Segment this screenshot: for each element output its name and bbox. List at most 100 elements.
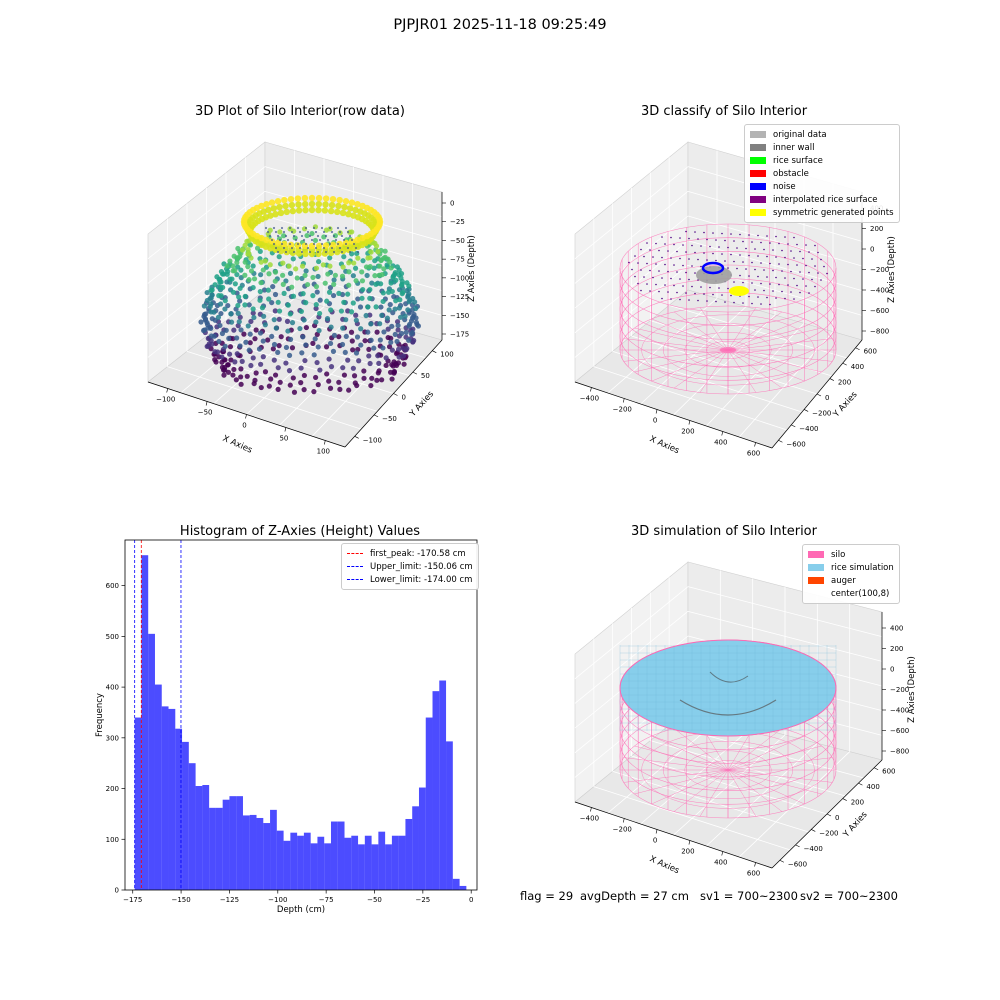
raw-point [226, 351, 233, 357]
raw-point [357, 304, 364, 310]
classify-interpolated-point [724, 239, 726, 242]
raw-point [238, 366, 244, 372]
raw-point [272, 242, 276, 246]
classify-interpolated-point [667, 250, 669, 252]
raw-point [385, 289, 392, 295]
raw-x-tick-label: −50 [198, 409, 213, 417]
classify-interpolated-point [754, 248, 756, 250]
raw-point [302, 272, 308, 279]
classify-interpolated-point [715, 259, 717, 262]
sim-z-tick-label: 200 [890, 645, 903, 653]
raw-point [245, 247, 251, 253]
raw-point [387, 301, 393, 308]
sim-legend-label: center(100,8) [831, 588, 890, 599]
raw-point [314, 230, 318, 234]
raw-point [283, 208, 290, 216]
raw-point [352, 265, 359, 271]
raw-point [222, 306, 228, 312]
classify-interpolated-point [670, 236, 672, 239]
raw-point [326, 289, 333, 295]
raw-point [317, 297, 323, 303]
raw-point [359, 269, 365, 275]
raw-point [326, 238, 330, 242]
raw-point [382, 248, 388, 254]
raw-point [248, 362, 254, 369]
raw-point [277, 229, 283, 235]
raw-y-tick-label: −100 [363, 436, 382, 444]
classify-interpolated-point [769, 242, 771, 244]
raw-point [247, 242, 254, 248]
raw-point [316, 234, 320, 238]
raw-x-tick-label: 100 [317, 448, 330, 456]
raw-point [388, 339, 394, 345]
raw-point [376, 216, 383, 223]
classify-interpolated-point [694, 251, 696, 254]
raw-point [312, 242, 316, 246]
raw-point [298, 308, 304, 315]
classify-interpolated-point [757, 296, 759, 298]
raw-point [303, 342, 309, 348]
classify-interpolated-point [778, 242, 780, 245]
raw-point [237, 285, 243, 291]
sim-y-tick [826, 813, 832, 817]
raw-point [316, 258, 322, 265]
raw-point [315, 194, 323, 202]
sim-y-tick-label: 0 [835, 814, 839, 822]
classify-y-tick-label: 400 [851, 363, 864, 371]
classify-interpolated-point [673, 264, 675, 266]
sim-silo-floor-ring [706, 760, 750, 780]
sim-wall-grid [574, 586, 689, 679]
histogram-bar [364, 835, 372, 890]
raw-point [238, 374, 244, 380]
raw-point [257, 330, 264, 336]
raw-point [340, 325, 346, 331]
raw-point [372, 273, 378, 279]
raw-point [208, 309, 214, 315]
histogram-bar [385, 844, 392, 890]
classify-interpolated-point [721, 294, 723, 296]
sim-silo-floor-spoke [727, 769, 783, 812]
raw-x-tick [245, 414, 247, 419]
raw-point [304, 242, 308, 246]
classify-silo-floor-spoke [673, 311, 729, 351]
histogram-bar [391, 835, 399, 890]
raw-wall-grid [264, 166, 443, 218]
raw-point [293, 266, 299, 272]
raw-point [267, 262, 273, 268]
raw-point [336, 196, 343, 204]
raw-point [272, 308, 278, 314]
status-flag: flag = 29 [520, 889, 574, 903]
raw-point [342, 238, 346, 242]
sim-legend-item: silo [808, 548, 894, 561]
sim-rice-depression-inner [709, 671, 749, 683]
raw-point [377, 321, 383, 327]
classify-silo-floor-ring [662, 323, 794, 377]
raw-point [243, 339, 249, 345]
classify-interpolated-point [706, 259, 708, 261]
raw-point [247, 340, 253, 346]
classify-interpolated-point [748, 254, 750, 257]
classify-x-tick-label: 0 [653, 417, 657, 425]
raw-point [315, 344, 321, 350]
classify-z-tick-label: −200 [870, 266, 889, 274]
raw-point [348, 234, 352, 238]
raw-point [312, 237, 319, 244]
raw-point [346, 230, 350, 234]
classify-silo-floor-spoke [634, 327, 729, 351]
raw-point [275, 299, 281, 305]
raw-point [265, 287, 271, 293]
histogram-x-tick-label: −100 [268, 896, 287, 904]
raw-point [235, 302, 241, 309]
raw-z-tick-label: −150 [450, 312, 469, 320]
raw-point [367, 264, 373, 270]
raw-point [298, 380, 304, 386]
raw-point [362, 338, 368, 344]
raw-point [276, 254, 282, 260]
raw-point [368, 382, 374, 389]
raw-point [356, 250, 360, 254]
classify-interpolated-point [745, 247, 747, 250]
histogram-bar [412, 806, 419, 890]
